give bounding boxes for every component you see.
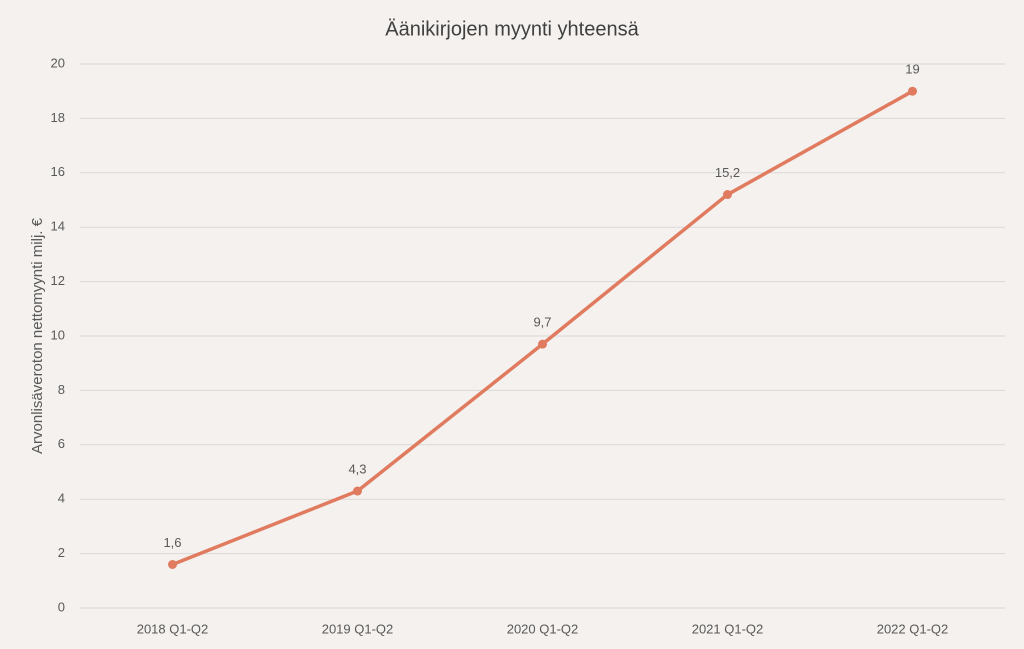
x-tick-label: 2021 Q1-Q2 bbox=[692, 621, 764, 636]
y-tick-label: 4 bbox=[58, 491, 65, 506]
y-tick-label: 10 bbox=[51, 327, 65, 342]
y-tick-label: 16 bbox=[51, 164, 65, 179]
y-tick-label: 14 bbox=[51, 219, 65, 234]
y-tick-label: 6 bbox=[58, 436, 65, 451]
chart-title: Äänikirjojen myynti yhteensä bbox=[385, 18, 639, 40]
y-tick-label: 8 bbox=[58, 382, 65, 397]
y-tick-label: 0 bbox=[58, 599, 65, 614]
y-tick-label: 20 bbox=[51, 55, 65, 70]
x-tick-label: 2018 Q1-Q2 bbox=[137, 621, 209, 636]
data-label: 1,6 bbox=[163, 535, 181, 550]
y-axis-label: Arvonlisäveroton nettomyynti milj. € bbox=[29, 217, 46, 454]
data-point bbox=[538, 339, 547, 349]
y-tick-label: 18 bbox=[51, 110, 65, 125]
data-label: 9,7 bbox=[533, 315, 551, 330]
y-tick-label: 12 bbox=[51, 273, 65, 288]
data-point bbox=[353, 486, 362, 496]
y-tick-label: 2 bbox=[58, 545, 65, 560]
data-point bbox=[723, 190, 732, 200]
x-tick-label: 2022 Q1-Q2 bbox=[877, 621, 949, 636]
x-tick-label: 2019 Q1-Q2 bbox=[322, 621, 394, 636]
data-label: 15,2 bbox=[715, 165, 740, 180]
data-point bbox=[168, 559, 177, 569]
data-point bbox=[908, 86, 917, 96]
data-label: 19 bbox=[905, 62, 919, 77]
x-tick-label: 2020 Q1-Q2 bbox=[507, 621, 579, 636]
data-label: 4,3 bbox=[348, 461, 366, 476]
